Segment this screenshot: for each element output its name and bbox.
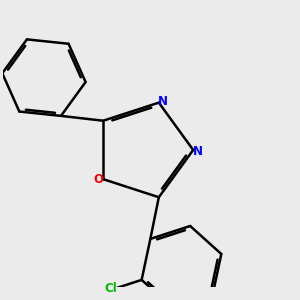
Text: N: N <box>158 95 168 108</box>
Text: Cl: Cl <box>105 282 117 295</box>
Text: N: N <box>192 145 203 158</box>
Text: O: O <box>94 173 103 186</box>
